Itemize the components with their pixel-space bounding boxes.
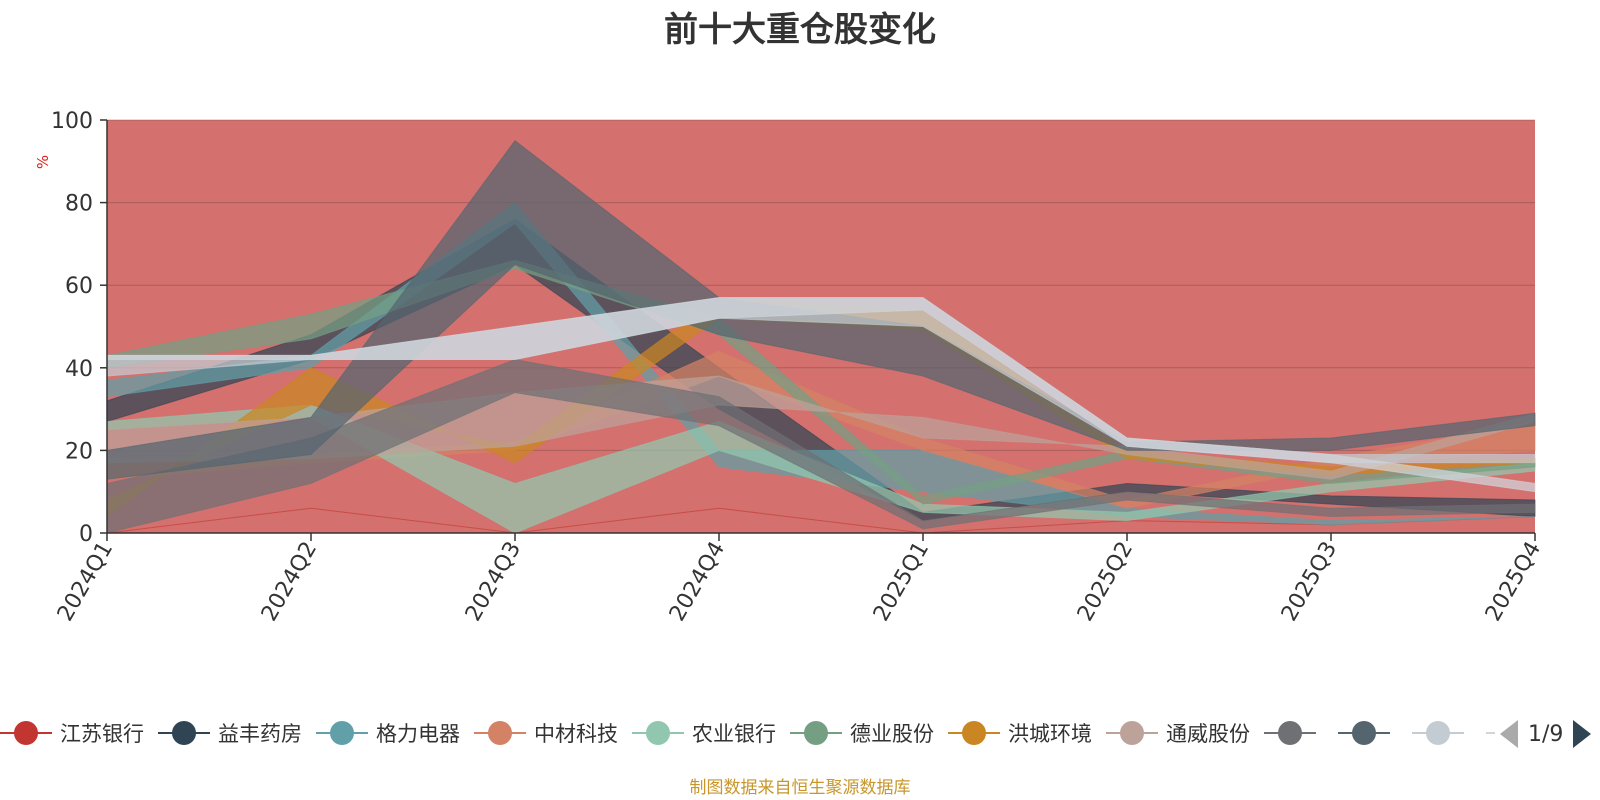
legend-label: 江苏银行 bbox=[60, 722, 144, 746]
series-area bbox=[106, 139, 1536, 480]
legend-marker-icon bbox=[1106, 720, 1158, 746]
legend-page-indicator: 1/9 bbox=[1528, 721, 1564, 747]
y-tick-label: 20 bbox=[65, 439, 93, 464]
legend-item[interactable]: 中材科技 bbox=[474, 716, 618, 750]
series-area bbox=[106, 359, 1536, 534]
legend-marker-icon bbox=[1412, 720, 1464, 746]
legend-item[interactable]: 洪城环境 bbox=[948, 716, 1092, 750]
x-tick-label: 2024Q4 bbox=[665, 538, 730, 626]
x-tick-label: 2024Q2 bbox=[257, 538, 322, 626]
legend-item[interactable]: 江苏银行 bbox=[0, 716, 144, 750]
legend-label: 农业银行 bbox=[692, 722, 776, 746]
series-area bbox=[106, 297, 1536, 493]
data-source-note: 制图数据来自恒生聚源数据库 bbox=[689, 778, 911, 798]
legend-item[interactable] bbox=[1338, 716, 1398, 750]
chart-title: 前十大重仓股变化 bbox=[664, 10, 936, 50]
legend-label: 德业股份 bbox=[850, 722, 934, 746]
legend-item[interactable] bbox=[1264, 716, 1324, 750]
legend-item[interactable] bbox=[1412, 716, 1472, 750]
legend-marker-icon bbox=[158, 720, 210, 746]
legend-label: 通威股份 bbox=[1166, 722, 1250, 746]
y-tick-label: 80 bbox=[65, 192, 93, 217]
x-tick-label: 2025Q2 bbox=[1073, 538, 1138, 626]
legend-label: 益丰药房 bbox=[218, 722, 302, 746]
y-tick-label: 0 bbox=[79, 522, 93, 547]
legend-item[interactable]: 德业股份 bbox=[790, 716, 934, 750]
legend-label: 洪城环境 bbox=[1008, 722, 1092, 746]
y-tick-label: 40 bbox=[65, 357, 93, 382]
x-tick-label: 2025Q1 bbox=[869, 538, 934, 626]
legend-pager: 1/9 bbox=[1500, 718, 1600, 750]
legend-item[interactable]: 通威股份 bbox=[1106, 716, 1250, 750]
legend-marker-icon bbox=[316, 720, 368, 746]
legend-item[interactable]: 益丰药房 bbox=[158, 716, 302, 750]
legend-prev-page-icon[interactable] bbox=[1500, 720, 1518, 748]
legend-label: 中材科技 bbox=[534, 722, 618, 746]
legend-item[interactable]: 格力电器 bbox=[316, 716, 460, 750]
y-tick-label: 100 bbox=[51, 109, 93, 134]
legend-marker-icon bbox=[1338, 720, 1390, 746]
legend-label: 格力电器 bbox=[376, 722, 460, 746]
legend-next-page-icon[interactable] bbox=[1573, 720, 1592, 748]
x-tick-label: 2024Q1 bbox=[53, 538, 118, 626]
legend-marker-icon bbox=[948, 720, 1000, 746]
legend-marker-icon bbox=[0, 720, 52, 746]
legend-item[interactable]: 农业银行 bbox=[632, 716, 776, 750]
y-axis-label: % bbox=[34, 155, 52, 169]
chart-area: 0 20 40 60 80 100% 2024Q1 2024Q2 2024Q3 2024Q4 202… bbox=[34, 109, 1546, 626]
legend-marker-icon bbox=[474, 720, 526, 746]
legend-marker-icon bbox=[790, 720, 842, 746]
legend-item[interactable] bbox=[1486, 716, 1495, 750]
x-tick-label: 2024Q3 bbox=[461, 538, 526, 626]
legend-marker-icon bbox=[1486, 720, 1495, 746]
legend-marker-icon bbox=[1264, 720, 1316, 746]
y-tick-label: 60 bbox=[65, 274, 93, 299]
x-tick-label: 2025Q4 bbox=[1481, 538, 1546, 626]
chart-legend: 江苏银行 益丰药房 格力电器 中材科技 农业银行 德业股份 洪城环境 通威股份 bbox=[0, 716, 1495, 750]
legend-marker-icon bbox=[632, 720, 684, 746]
x-tick-label: 2025Q3 bbox=[1277, 538, 1342, 626]
